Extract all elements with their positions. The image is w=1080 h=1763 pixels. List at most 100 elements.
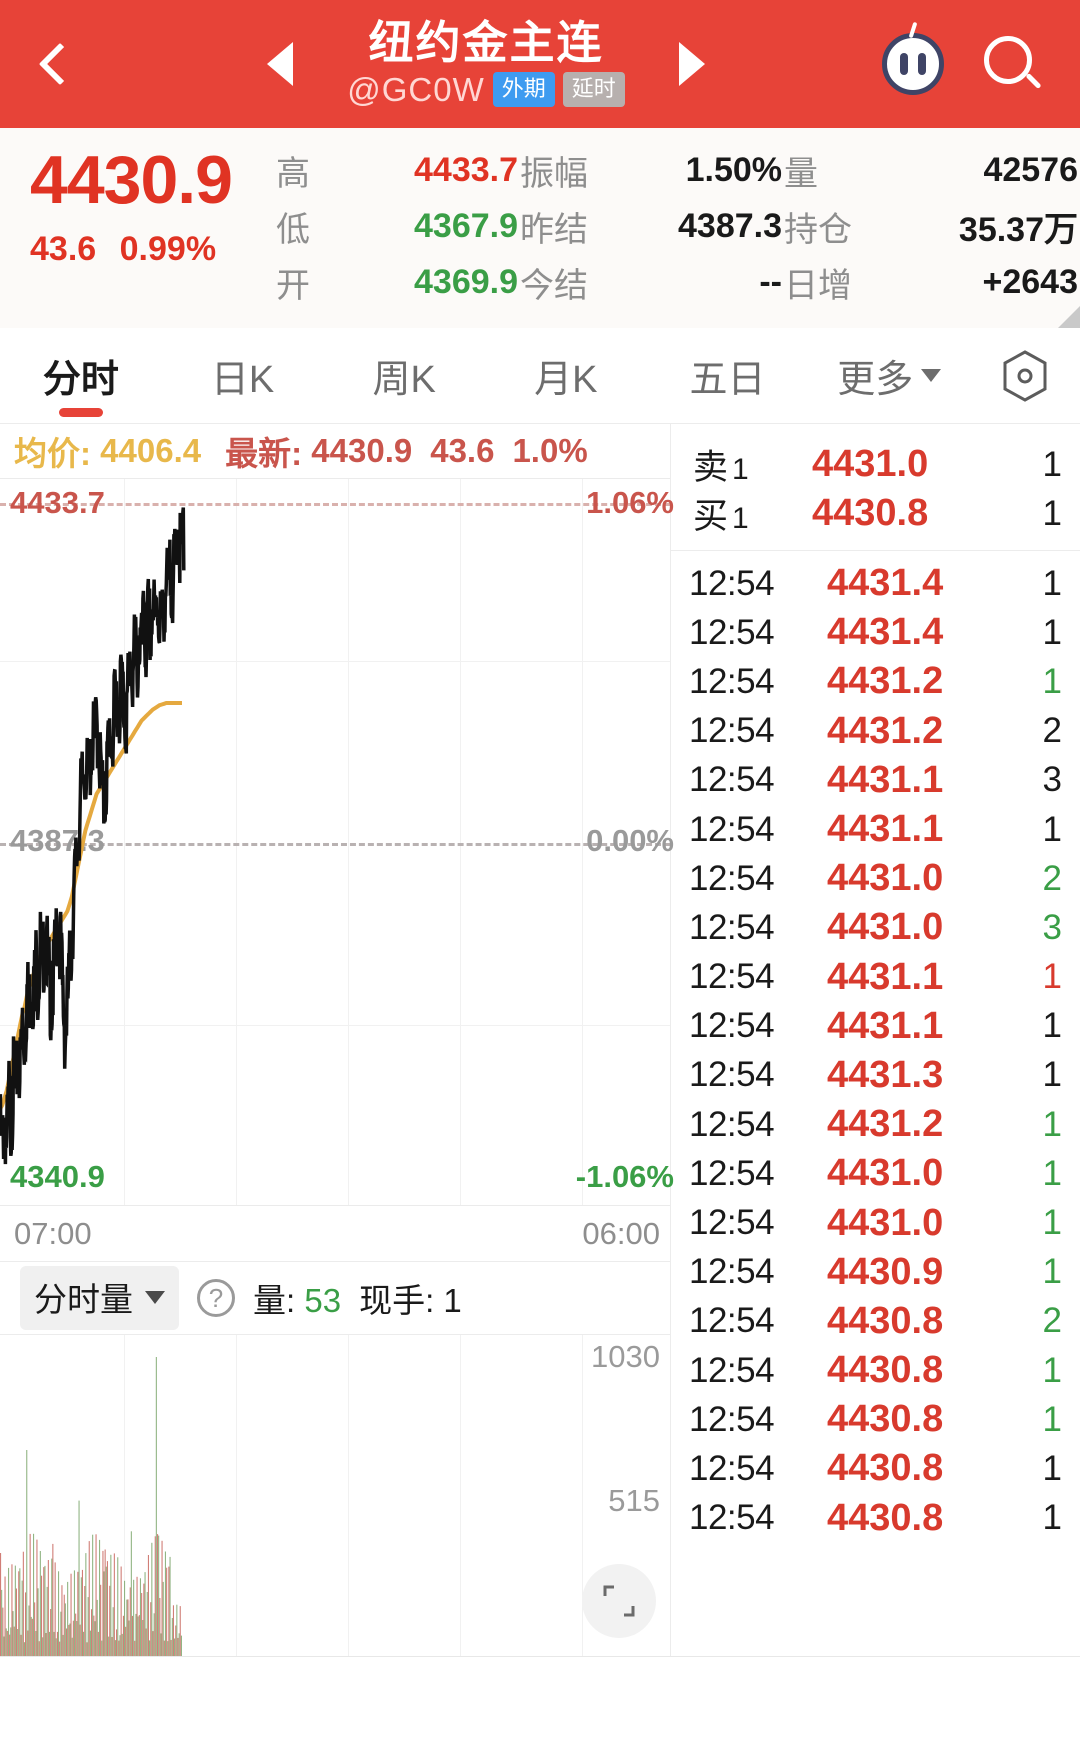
tick-row[interactable]: 12:54 4431.1 3	[671, 756, 1080, 805]
stat-label: 量	[784, 154, 818, 193]
tick-price: 4431.1	[827, 758, 944, 801]
tick-row[interactable]: 12:54 4431.2 1	[671, 1100, 1080, 1149]
tick-row[interactable]: 12:54 4431.4 1	[671, 608, 1080, 657]
stat-label: 高	[276, 154, 310, 193]
last-price: 4430.9	[30, 142, 233, 218]
volume-chart[interactable]: 1030 515	[0, 1334, 670, 1656]
tick-row[interactable]: 12:54 4431.4 1	[671, 559, 1080, 608]
price-chart[interactable]: 4433.7 1.06% 4387.3 0.00% 4340.9 -1.06%	[0, 478, 674, 1206]
main-content: 均价: 4406.4 最新: 4430.9 43.6 1.0% 4433.7 1…	[0, 424, 1080, 1656]
volume-axis-top: 1030	[591, 1339, 660, 1374]
volume-readout: 量: 53	[253, 1274, 341, 1322]
volume-axis-mid: 515	[608, 1483, 660, 1518]
tick-time: 12:54	[689, 711, 775, 751]
tick-row[interactable]: 12:54 4431.2 1	[671, 657, 1080, 706]
robot-icon[interactable]	[882, 21, 944, 95]
orderbook-bid-qty: 1	[1042, 493, 1062, 533]
tick-row[interactable]: 12:54 4430.8 2	[671, 1297, 1080, 1346]
symbol-subtitle: @GC0W 外期 延时	[347, 71, 625, 109]
current-hand-readout: 现手: 1	[359, 1274, 462, 1322]
tick-qty: 2	[1042, 1301, 1062, 1341]
tick-row[interactable]: 12:54 4431.1 1	[671, 805, 1080, 854]
tick-time: 12:54	[689, 1203, 775, 1243]
axis-low-left: 4340.9	[10, 1159, 105, 1194]
tab-weekly-k[interactable]: 周K	[323, 328, 485, 423]
tab-more[interactable]: 更多	[808, 328, 970, 423]
stat-value-low: 4367.9	[414, 206, 518, 245]
price-change-pct: 0.99%	[119, 230, 217, 269]
tick-qty: 3	[1042, 760, 1062, 800]
tick-time: 12:54	[689, 760, 775, 800]
tick-price: 4431.3	[827, 1053, 944, 1096]
avg-price-label: 均价:	[14, 435, 91, 472]
tick-list[interactable]: 12:54 4431.4 1 12:54 4431.4 1 12:54 4431.2 1 12:5…	[671, 551, 1080, 1656]
chevron-left-icon	[38, 42, 82, 86]
tick-qty: 3	[1042, 907, 1062, 947]
price-change-group: 43.6 0.99%	[30, 230, 276, 269]
symbol-code: @GC0W	[347, 70, 485, 108]
tick-row[interactable]: 12:54 4431.0 1	[671, 1149, 1080, 1198]
triangle-right-icon[interactable]	[679, 42, 705, 86]
tick-time: 12:54	[689, 1252, 775, 1292]
question-circle-icon[interactable]: ?	[197, 1279, 235, 1317]
tick-row[interactable]: 12:54 4431.1 1	[671, 1002, 1080, 1051]
gear-hexagon-icon	[1002, 349, 1048, 402]
stat-value-amplitude: 1.50%	[685, 150, 782, 189]
tick-time: 12:54	[689, 1006, 775, 1046]
tab-label: 月K	[534, 359, 598, 401]
tick-row[interactable]: 12:54 4431.0 2	[671, 854, 1080, 903]
quote-panel: 4430.9 43.6 0.99% 高 4433.7 振幅 1.50% 量 42…	[0, 128, 1080, 328]
tick-row[interactable]: 12:54 4431.3 1	[671, 1051, 1080, 1100]
header-actions	[882, 21, 1050, 95]
tick-price: 4431.1	[827, 808, 944, 851]
badge-market: 外期	[492, 72, 555, 108]
tick-row[interactable]: 12:54 4431.0 3	[671, 903, 1080, 952]
quote-stats-grid: 高 4433.7 振幅 1.50% 量 42576 低 4367.9 昨结 43…	[276, 142, 1080, 310]
triangle-left-icon[interactable]	[267, 42, 293, 86]
tick-row[interactable]: 12:54 4431.2 2	[671, 707, 1080, 756]
time-axis: 07:00 06:00	[0, 1206, 670, 1262]
tick-price: 4431.2	[827, 660, 944, 703]
tick-time: 12:54	[689, 809, 775, 849]
tick-price: 4430.8	[827, 1349, 944, 1392]
tick-row[interactable]: 12:54 4430.8 1	[671, 1346, 1080, 1395]
tick-qty: 1	[1042, 563, 1062, 603]
tick-price: 4431.2	[827, 709, 944, 752]
fullscreen-button[interactable]	[582, 1564, 656, 1638]
tick-row[interactable]: 12:54 4430.8 1	[671, 1395, 1080, 1444]
tick-price: 4430.9	[827, 1250, 944, 1293]
tick-qty: 1	[1042, 1006, 1062, 1046]
volume-readout-label: 量:	[253, 1282, 296, 1319]
tick-qty: 1	[1042, 1252, 1062, 1292]
tick-qty: 1	[1042, 612, 1062, 652]
back-button[interactable]	[30, 24, 90, 104]
search-icon[interactable]	[984, 36, 1042, 92]
tick-time: 12:54	[689, 1104, 775, 1144]
avg-price-value: 4406.4	[100, 432, 202, 469]
tick-qty: 1	[1042, 1203, 1062, 1243]
high-reference-line	[0, 503, 670, 506]
header-center: 纽约金主连 @GC0W 外期 延时	[90, 19, 882, 108]
tab-monthly-k[interactable]: 月K	[485, 328, 647, 423]
tick-row[interactable]: 12:54 4430.8 1	[671, 1494, 1080, 1543]
tab-daily-k[interactable]: 日K	[162, 328, 324, 423]
tick-row[interactable]: 12:54 4430.9 1	[671, 1248, 1080, 1297]
tab-five-day[interactable]: 五日	[647, 328, 809, 423]
tick-row[interactable]: 12:54 4431.1 1	[671, 953, 1080, 1002]
volume-toolbar: 分时量 ? 量: 53 现手: 1	[0, 1262, 670, 1334]
tick-row[interactable]: 12:54 4431.0 1	[671, 1198, 1080, 1247]
stat-label: 开	[276, 266, 310, 305]
tab-fenshi[interactable]: 分时	[0, 328, 162, 423]
expand-corner-icon[interactable]	[1058, 306, 1080, 328]
axis-high-left: 4433.7	[10, 485, 105, 520]
chart-settings-button[interactable]	[970, 349, 1080, 402]
tick-price: 4430.8	[827, 1299, 944, 1342]
axis-high-right: 1.06%	[586, 485, 674, 520]
price-change: 43.6	[30, 230, 97, 269]
volume-indicator-select[interactable]: 分时量	[20, 1266, 179, 1330]
tick-row[interactable]: 12:54 4430.8 1	[671, 1444, 1080, 1493]
page-title: 纽约金主连	[368, 17, 604, 69]
